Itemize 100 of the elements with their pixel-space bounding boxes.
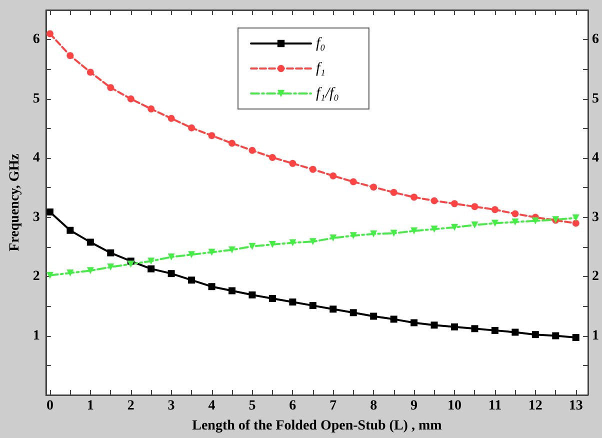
point — [208, 283, 216, 290]
point — [451, 323, 458, 330]
point — [532, 217, 539, 224]
point — [148, 258, 155, 265]
x-tick-label: 0 — [46, 398, 54, 414]
point — [268, 294, 276, 302]
point — [228, 140, 236, 147]
point — [289, 160, 296, 167]
point — [471, 325, 478, 332]
point — [430, 226, 438, 233]
point — [430, 197, 438, 204]
point — [289, 239, 296, 246]
point — [451, 200, 458, 208]
y-axis-title: Frequency, GHz — [8, 154, 22, 252]
y-tick-label: 2 — [32, 269, 40, 284]
point — [471, 203, 478, 210]
point — [148, 105, 155, 112]
point — [390, 230, 398, 237]
point — [471, 222, 478, 229]
point — [410, 227, 418, 234]
point — [228, 246, 236, 254]
legend-label: f₀ — [316, 36, 326, 52]
y-tick-label: 4 — [32, 150, 40, 166]
point — [350, 232, 357, 240]
point — [552, 332, 560, 340]
point — [512, 210, 519, 218]
point — [572, 334, 580, 342]
point — [107, 84, 114, 92]
point — [309, 166, 316, 173]
point — [46, 208, 54, 216]
x-tick-label: 7 — [330, 398, 337, 414]
x-tick-label: 5 — [248, 398, 256, 414]
point — [309, 302, 316, 310]
x-tick-label: 3 — [168, 398, 175, 414]
point — [46, 272, 54, 279]
point — [248, 146, 256, 154]
point — [370, 312, 378, 320]
y-tick-label: 5 — [32, 91, 40, 106]
y2-tick-label: 4 — [592, 150, 599, 166]
y2-tick-label: 3 — [592, 210, 599, 225]
point — [532, 331, 539, 338]
point — [46, 30, 54, 38]
point — [248, 242, 256, 250]
point — [410, 194, 418, 201]
point — [491, 220, 498, 227]
point — [86, 68, 94, 76]
point — [330, 172, 337, 180]
point — [370, 184, 378, 191]
y-tick-label: 6 — [32, 32, 40, 48]
point — [168, 270, 175, 278]
y2-tick-label: 6 — [592, 32, 599, 48]
point — [410, 319, 418, 326]
point — [168, 114, 175, 122]
y2-tick-label: 5 — [592, 91, 599, 106]
point — [491, 206, 498, 214]
x-tick-label: 11 — [488, 398, 502, 414]
point — [268, 154, 276, 161]
x-tick-label: 13 — [568, 398, 583, 414]
point — [107, 264, 114, 271]
point — [208, 132, 216, 140]
point — [491, 326, 498, 334]
y2-tick-label: 1 — [592, 328, 599, 344]
point — [208, 248, 216, 256]
x-tick-label: 6 — [289, 398, 296, 414]
y-tick-label: 3 — [32, 210, 40, 225]
point — [86, 238, 94, 246]
point — [572, 220, 580, 227]
point — [350, 178, 357, 186]
x-tick-label: 8 — [370, 398, 378, 414]
point — [330, 306, 337, 313]
point — [572, 214, 580, 222]
point — [107, 249, 114, 256]
x-tick-label: 10 — [448, 398, 462, 414]
point — [127, 95, 134, 102]
point — [168, 253, 175, 260]
point — [390, 188, 398, 196]
point — [66, 269, 74, 276]
point — [330, 234, 337, 242]
point — [228, 287, 236, 294]
y-tick-label: 1 — [32, 328, 40, 344]
x-tick-label: 9 — [410, 398, 418, 414]
point — [188, 124, 196, 132]
point — [512, 218, 519, 226]
legend-label: f₁/f₀ — [316, 86, 339, 102]
x-tick-label: 1 — [86, 398, 94, 414]
point — [66, 52, 74, 60]
point — [451, 224, 458, 231]
point — [66, 226, 74, 234]
point — [512, 328, 519, 336]
point — [248, 291, 256, 298]
x-axis-title: Length of the Folded Open-Stub (L) , mm — [192, 418, 442, 434]
x-tick-label: 2 — [127, 398, 134, 414]
point — [148, 265, 155, 272]
point — [268, 241, 276, 248]
point — [350, 309, 357, 316]
y2-tick-label: 2 — [592, 269, 599, 284]
point — [430, 322, 438, 329]
point — [289, 298, 296, 306]
x-tick-label: 12 — [528, 398, 542, 414]
point — [127, 260, 134, 268]
